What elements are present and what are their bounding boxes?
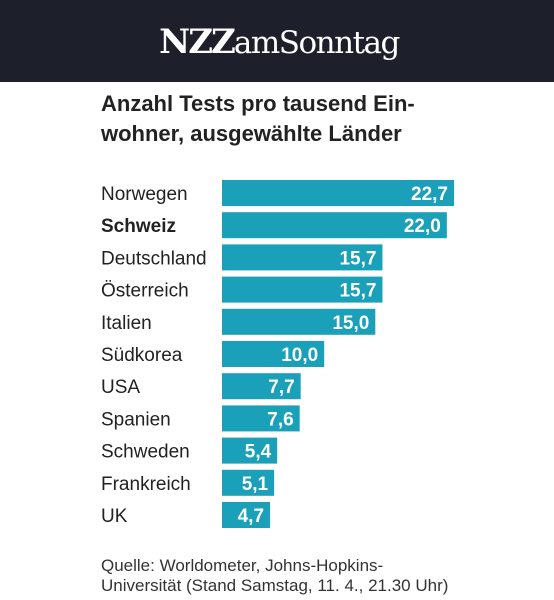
bar-spanien: [222, 405, 300, 432]
category-label-usa: USA: [101, 377, 140, 398]
category-label-norwegen: Norwegen: [101, 184, 188, 205]
bar-osterreich: [222, 276, 383, 303]
category-label-schweden: Schweden: [101, 442, 190, 463]
bar-sudkorea: [222, 341, 325, 367]
value-label-osterreich: 15,7: [339, 281, 376, 302]
bar-schweden: [222, 437, 278, 464]
chart-title-line-1: Anzahl Tests pro tausend Ein-: [101, 91, 415, 116]
value-label-italien: 15,0: [332, 313, 369, 334]
logo-rest-text: amSonntag: [233, 25, 401, 61]
value-label-schweiz: 22,0: [404, 216, 441, 237]
value-label-spanien: 7,6: [267, 409, 293, 430]
bar-frankreich: [222, 469, 275, 496]
category-label-frankreich: Frankreich: [101, 474, 191, 495]
category-label-uk: UK: [101, 506, 128, 527]
value-label-frankreich: 5,1: [242, 474, 269, 495]
bar-schweiz: [222, 212, 447, 239]
bar-norwegen: [222, 180, 454, 206]
header-bar: NZZ amSonntag: [0, 0, 554, 82]
value-label-sudkorea: 10,0: [281, 345, 318, 366]
chart-title-line-2: wohner, ausgewählte Länder: [101, 121, 402, 146]
bar-usa: [222, 373, 301, 400]
value-label-schweden: 5,4: [245, 442, 272, 463]
source-line-2: Universität (Stand Samstag, 11. 4., 21.3…: [101, 576, 449, 595]
source-line-1: Quelle: Worldometer, Johns-Hopkins-: [101, 556, 384, 575]
category-label-italien: Italien: [101, 313, 152, 334]
category-label-deutschland: Deutschland: [101, 248, 207, 269]
category-label-spanien: Spanien: [101, 409, 171, 430]
chart-title: Anzahl Tests pro tausend Ein- wohner, au…: [101, 89, 461, 149]
category-label-osterreich: Österreich: [101, 281, 189, 302]
value-label-usa: 7,7: [268, 377, 294, 398]
value-label-norwegen: 22,7: [411, 184, 448, 205]
category-label-sudkorea: Südkorea: [101, 345, 183, 366]
value-label-deutschland: 15,7: [339, 248, 376, 269]
value-label-uk: 4,7: [238, 506, 264, 527]
logo-strong-text: NZZ: [159, 22, 236, 62]
source-note: Quelle: Worldometer, Johns-Hopkins- Univ…: [101, 556, 541, 596]
bar-italien: [222, 308, 376, 335]
bar-uk: [222, 502, 271, 528]
nzz-am-sonntag-logo: NZZ amSonntag: [159, 22, 401, 62]
bar-deutschland: [222, 244, 383, 271]
category-label-schweiz: Schweiz: [101, 216, 176, 237]
